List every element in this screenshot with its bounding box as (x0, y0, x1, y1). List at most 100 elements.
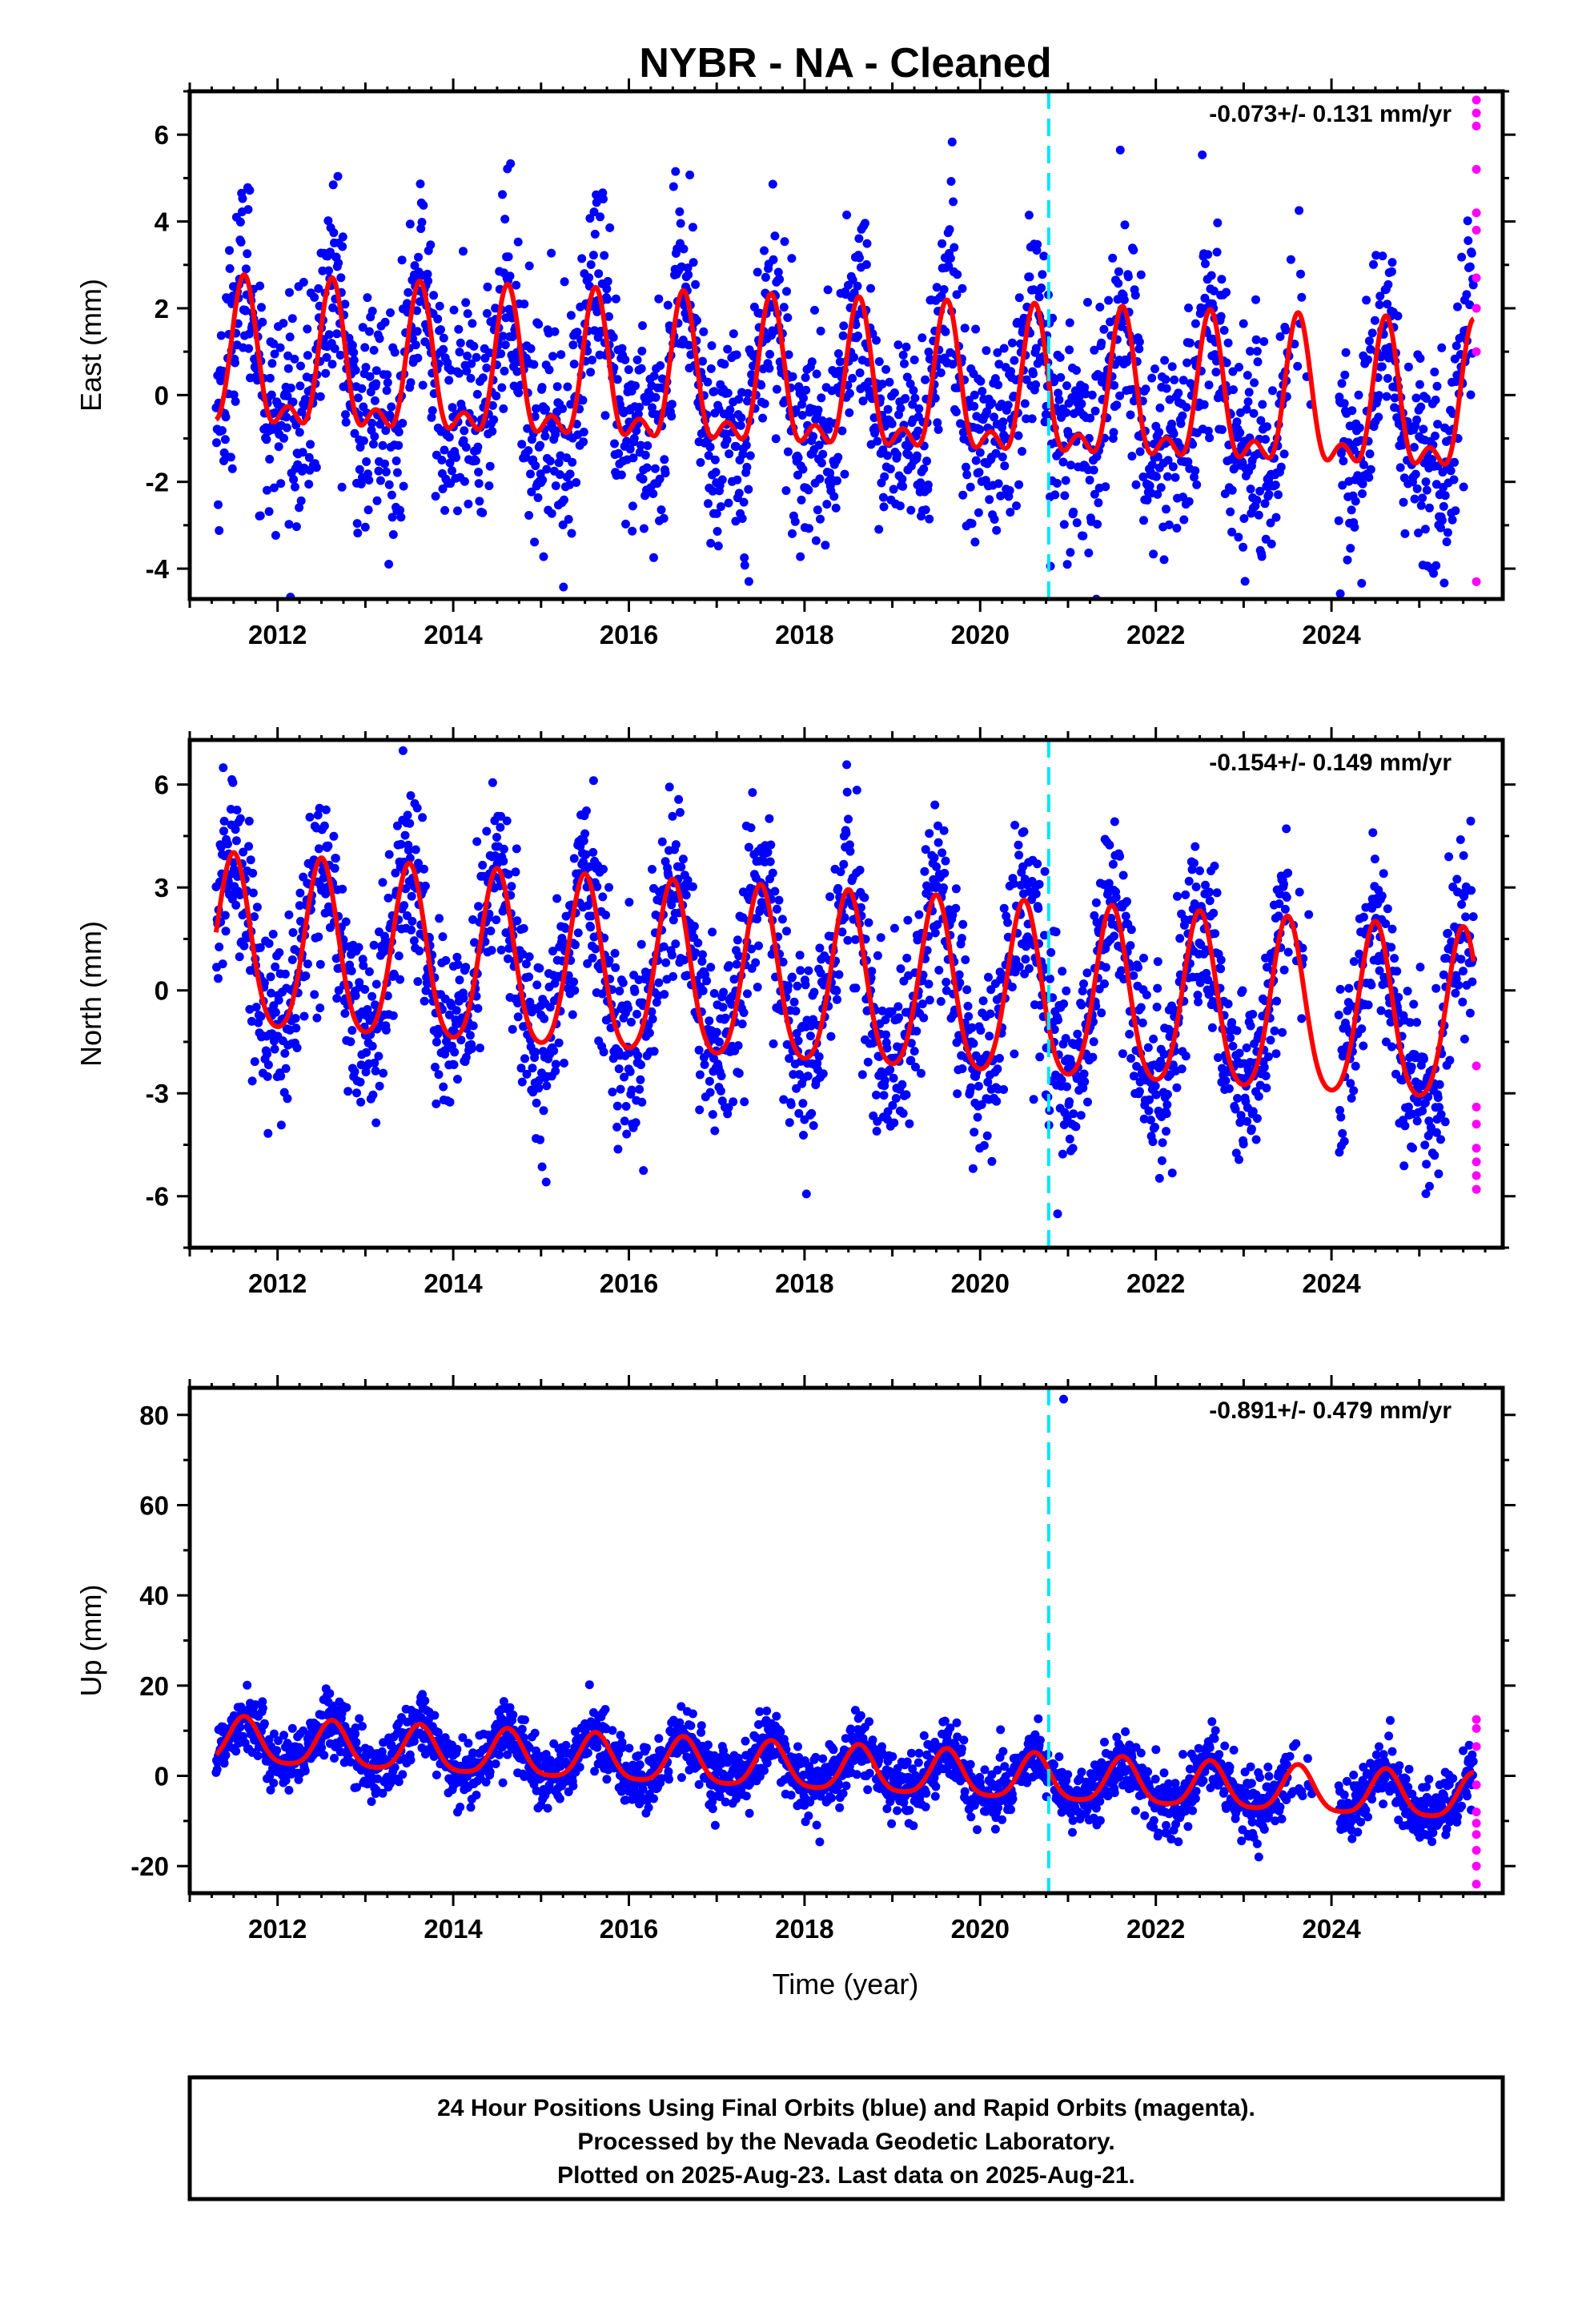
north-point (346, 1037, 355, 1047)
north-point (958, 919, 968, 929)
north-point (986, 985, 996, 995)
north-point (552, 894, 562, 903)
north-point (766, 840, 776, 850)
north-point (291, 1023, 301, 1033)
north-point (1436, 1135, 1445, 1144)
east-point (369, 345, 379, 355)
east-point (360, 522, 370, 532)
north-point (1040, 931, 1049, 940)
north-point (259, 979, 269, 988)
east-point (1082, 612, 1091, 621)
north-point (512, 916, 522, 926)
east-point (723, 344, 733, 354)
north-point (388, 1011, 398, 1020)
east-point (1252, 347, 1262, 356)
north-point (487, 946, 496, 955)
east-point (1226, 507, 1235, 517)
east-point (1198, 150, 1207, 159)
east-point (349, 356, 359, 365)
north-point (712, 1027, 721, 1037)
panel-east: 2012 2014 2016 2018 2020 2022 2024-4-20246East… (74, 78, 1516, 649)
east-point (946, 254, 955, 263)
east-point (1261, 435, 1271, 444)
east-point (1093, 520, 1102, 529)
east-point (822, 500, 832, 509)
east-point (363, 505, 373, 515)
east-point (1222, 287, 1231, 297)
east-point (1123, 272, 1133, 282)
east-point (1164, 520, 1174, 529)
east-point (461, 443, 471, 452)
east-point (1010, 356, 1019, 365)
north-model-curve (213, 850, 1476, 1098)
east-point (669, 182, 678, 191)
north-point (313, 810, 323, 820)
east-point (1371, 251, 1381, 260)
east-point (656, 361, 665, 370)
east-point (1062, 408, 1071, 417)
east-point (676, 219, 685, 228)
north-point (403, 810, 412, 820)
north-point (407, 925, 416, 935)
east-point (814, 440, 824, 450)
north-point (951, 903, 961, 913)
north-point (1278, 1027, 1287, 1037)
north-point (231, 836, 241, 846)
east-point (315, 392, 325, 401)
east-point (893, 450, 902, 460)
north-point (1007, 983, 1017, 991)
north-point (588, 847, 598, 857)
east-point (1430, 368, 1439, 376)
east-point (514, 388, 524, 398)
east-point (624, 365, 633, 375)
north-point (1153, 957, 1162, 967)
east-point (734, 489, 744, 498)
east-point (412, 327, 422, 336)
east-point (283, 351, 293, 360)
north-point (740, 1097, 749, 1107)
north-point (315, 803, 324, 813)
north-point (719, 987, 729, 997)
north-point (525, 997, 535, 1007)
east-point (651, 392, 661, 402)
east-point (1466, 390, 1476, 400)
east-point (1446, 466, 1456, 476)
east-point (909, 386, 918, 395)
east-point (364, 327, 374, 336)
east-point (279, 319, 288, 328)
north-point (520, 1054, 529, 1063)
east-point (809, 432, 818, 441)
east-point (663, 300, 673, 310)
east-point (765, 364, 774, 373)
east-point (336, 273, 346, 283)
east-point (340, 300, 350, 309)
panel-north: 2012 2014 2016 2018 2020 2022 2024-6-3036North… (74, 727, 1516, 1298)
north-point (911, 1062, 920, 1072)
east-point (855, 253, 864, 263)
east-point (1033, 239, 1042, 249)
north-point (321, 889, 331, 899)
north-point (396, 839, 406, 849)
east-point (914, 404, 924, 413)
east-point (1005, 486, 1014, 495)
east-point (679, 244, 689, 254)
east-point (1099, 324, 1109, 334)
north-point (1089, 1037, 1098, 1047)
east-point (780, 237, 789, 247)
east-point (1108, 253, 1118, 263)
north-point (674, 794, 684, 804)
north-point (783, 981, 793, 991)
east-point (821, 541, 830, 550)
east-point (426, 240, 436, 250)
north-point (1335, 1106, 1344, 1115)
north-point (845, 840, 854, 850)
north-point (657, 837, 667, 846)
north-point (833, 883, 843, 893)
east-point (1447, 515, 1457, 525)
east-point (1094, 498, 1103, 508)
east-point (596, 212, 605, 222)
north-point (1271, 1049, 1281, 1059)
east-point (1239, 319, 1248, 328)
north-point (612, 1122, 622, 1132)
north-point (268, 930, 278, 939)
